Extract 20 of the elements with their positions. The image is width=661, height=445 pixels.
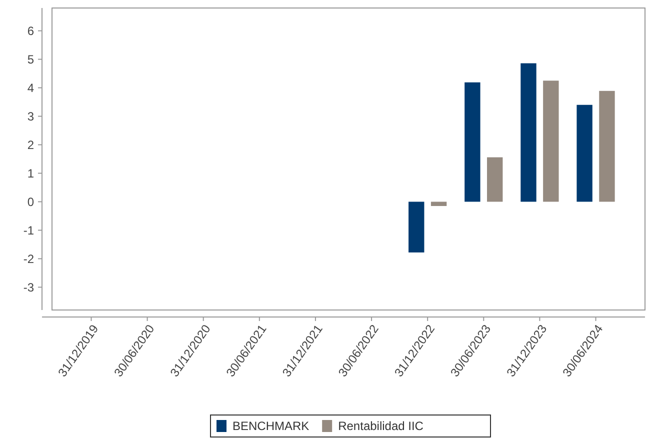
y-tick-label: -3 (23, 280, 34, 294)
bar (599, 90, 615, 202)
y-tick-label: 4 (27, 80, 34, 95)
bar (464, 82, 480, 202)
bar (520, 63, 536, 202)
bar (576, 104, 592, 202)
y-tick-label: -2 (23, 252, 34, 266)
bar (430, 202, 447, 206)
y-tick-label: 6 (27, 24, 34, 38)
y-tick-label: 0 (27, 194, 34, 209)
y-tick-label: 5 (27, 52, 34, 66)
bar (487, 157, 503, 202)
y-tick-label: 1 (27, 166, 34, 180)
y-tick-label: 3 (27, 109, 34, 124)
bar (543, 80, 559, 202)
legend-label: BENCHMARK (232, 419, 310, 434)
bar (408, 202, 424, 252)
legend-label: Rentabilidad IIC (338, 419, 424, 434)
y-tick-label: -1 (23, 223, 34, 238)
y-tick-label: 2 (27, 138, 34, 152)
